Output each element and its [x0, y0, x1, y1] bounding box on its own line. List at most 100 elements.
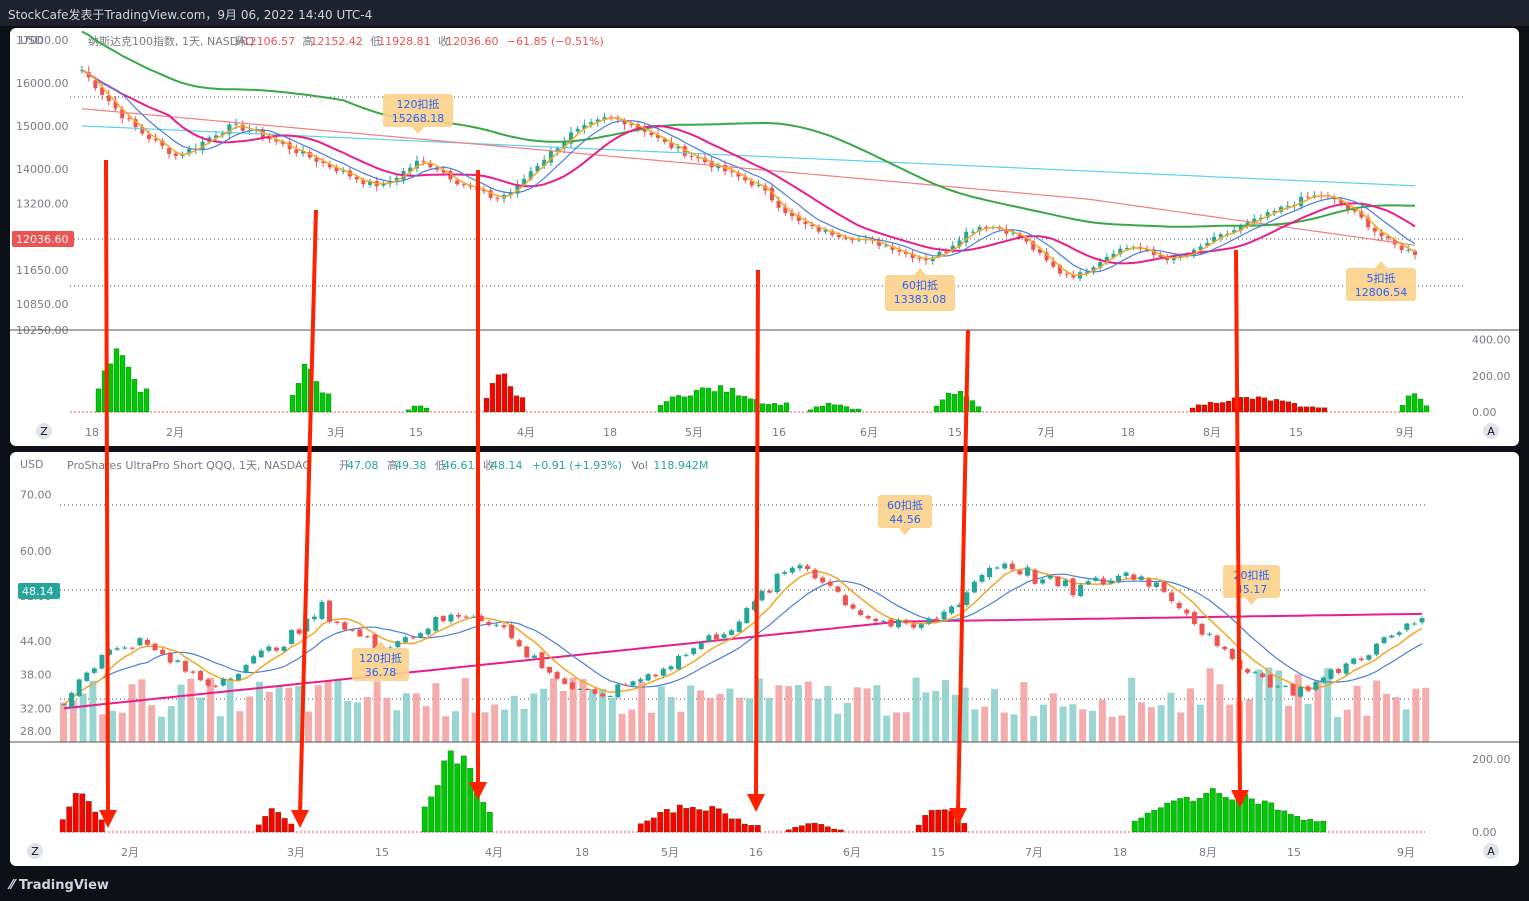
- indicator-bar: [66, 806, 73, 833]
- volume-bar: [1010, 714, 1018, 742]
- indicator-bar: [1222, 797, 1229, 833]
- nasdaq100-candle: [106, 95, 111, 102]
- sqqq-candle: [296, 629, 302, 634]
- sqqq-candle: [1260, 673, 1266, 678]
- ma120-line: [81, 108, 1416, 246]
- volume-bar: [1297, 406, 1304, 413]
- volume-bar: [197, 697, 205, 742]
- sqqq-candle: [160, 649, 166, 655]
- nasdaq100-candle: [568, 132, 573, 144]
- legend-ohlc-value: 12106.57: [243, 35, 296, 48]
- nasdaq100-candle: [582, 124, 587, 130]
- volume-bar: [675, 395, 682, 413]
- sqqq-candle: [99, 654, 105, 669]
- nasdaq100-candle: [113, 101, 118, 109]
- sqqq-candle: [122, 647, 128, 649]
- scale-toggle-bg[interactable]: [1483, 423, 1499, 439]
- indicator-bar: [715, 808, 722, 833]
- time-axis-tick: 6月: [843, 846, 861, 859]
- scale-toggle-bg[interactable]: [27, 843, 43, 859]
- volume-bar: [324, 680, 332, 742]
- sqqq-candle: [638, 679, 644, 682]
- volume-bar: [148, 705, 156, 742]
- indicator-bar: [818, 824, 825, 833]
- sqqq-candle: [1108, 580, 1114, 584]
- nasdaq100-candle: [1158, 255, 1163, 258]
- volume-bar: [975, 406, 982, 413]
- nasdaq100-chart[interactable]: 17000.00 16000.00 15000.00 14000.00 13200.00…: [10, 28, 1519, 446]
- price-axis-tick: 10850.00: [16, 298, 69, 311]
- nasdaq100-candle: [749, 180, 754, 186]
- volume-bar: [417, 405, 424, 413]
- volume-bar: [1206, 668, 1214, 742]
- volume-bar: [843, 406, 850, 413]
- indicator-bar: [663, 809, 670, 833]
- indicator-bar: [922, 815, 929, 833]
- sqqq-candle: [1131, 574, 1137, 580]
- volume-bar: [1040, 704, 1047, 742]
- sqqq-candle: [471, 616, 477, 618]
- nasdaq100-candle: [890, 246, 895, 251]
- time-axis-tick: 7月: [1025, 846, 1043, 859]
- nasdaq100-candle: [187, 148, 192, 154]
- nasdaq100-candle: [1118, 248, 1123, 255]
- nasdaq100-candle: [776, 200, 781, 208]
- volume-bar: [1020, 682, 1028, 742]
- sqqq-candle: [789, 567, 795, 573]
- scale-toggle-bg[interactable]: [36, 423, 52, 439]
- indicator-bar: [79, 793, 86, 833]
- sqqq-candle: [1222, 646, 1228, 650]
- indicator-bar: [473, 792, 480, 833]
- sqqq-candle: [645, 674, 651, 681]
- scale-toggle-label: A: [1487, 425, 1495, 438]
- volume-bar: [1196, 704, 1204, 742]
- volume-bar: [216, 716, 224, 742]
- volume-bar: [963, 396, 970, 413]
- sqqq-chart[interactable]: 70.0060.0052.0044.0038.0032.0028.00USDPr…: [10, 452, 1519, 866]
- sqqq-candle: [69, 692, 75, 708]
- nasdaq100-candle: [1232, 230, 1237, 233]
- indicator-bar: [1209, 788, 1216, 833]
- nasdaq100-candle: [1413, 251, 1417, 255]
- sqqq-candle: [1320, 677, 1326, 683]
- scale-toggle-right[interactable]: A: [1483, 843, 1499, 859]
- indicator-bar: [72, 793, 79, 833]
- nasdaq100-candle: [796, 215, 801, 221]
- time-axis-tick: 15: [409, 426, 423, 439]
- sqqq-candle: [524, 646, 530, 658]
- indicator-bar: [262, 816, 269, 833]
- price-axis-tick: 44.00: [20, 635, 52, 648]
- legend-name: ProShares UltraPro Short QQQ, 1天, NASDAQ: [67, 459, 311, 472]
- volume-bar: [1402, 709, 1410, 742]
- sqqq-candle: [349, 629, 355, 631]
- volume-bar: [716, 693, 724, 742]
- volume-bar: [961, 687, 969, 742]
- time-axis-tick: 18: [1121, 426, 1135, 439]
- scale-toggle-left[interactable]: Z: [27, 843, 43, 859]
- sqqq-candle: [251, 656, 257, 664]
- sqqq-candle: [1199, 623, 1205, 635]
- indicator-bar: [486, 811, 493, 833]
- volume-bar: [158, 716, 165, 742]
- scale-toggle-bg[interactable]: [1483, 843, 1499, 859]
- indicator-bar: [1203, 793, 1210, 833]
- nasdaq100-candle: [1165, 256, 1170, 261]
- sqqq-candle: [721, 634, 727, 638]
- sqqq-candle: [228, 678, 234, 680]
- volume-bar: [137, 391, 144, 413]
- volume-bar: [1000, 712, 1008, 742]
- price-axis-tick: 38.00: [20, 669, 52, 682]
- nasdaq100-candle: [944, 251, 949, 253]
- indicator-bar: [831, 828, 838, 833]
- volume-bar: [951, 394, 958, 413]
- sqqq-candle: [1229, 648, 1235, 659]
- scale-toggle-left[interactable]: Z: [36, 423, 52, 439]
- sqqq-candle: [926, 618, 932, 624]
- sqqq-candle: [1078, 584, 1084, 597]
- scale-toggle-right[interactable]: A: [1483, 423, 1499, 439]
- sqqq-chart-panel[interactable]: 70.0060.0052.0044.0038.0032.0028.00USDPr…: [10, 452, 1519, 866]
- sqqq-candle: [1267, 674, 1273, 688]
- last-price-bg: [12, 231, 74, 247]
- nasdaq100-chart-panel[interactable]: 17000.00 16000.00 15000.00 14000.00 13200.00…: [10, 28, 1519, 446]
